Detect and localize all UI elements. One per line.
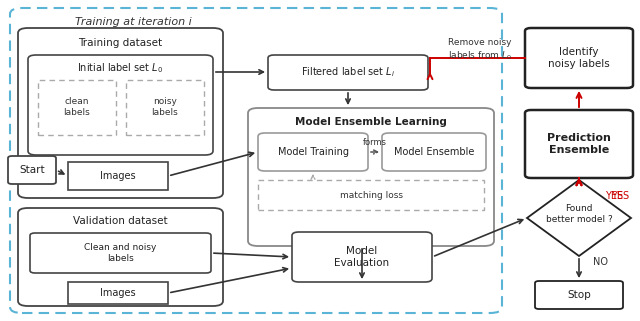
- FancyBboxPatch shape: [18, 208, 223, 306]
- Text: Found
better model ?: Found better model ?: [546, 204, 612, 224]
- FancyBboxPatch shape: [30, 233, 211, 273]
- Text: matching loss: matching loss: [339, 190, 403, 199]
- Text: forms: forms: [363, 138, 387, 148]
- Text: Model Training: Model Training: [278, 147, 349, 157]
- FancyBboxPatch shape: [292, 232, 432, 282]
- Text: Identify
noisy labels: Identify noisy labels: [548, 47, 610, 69]
- Bar: [68, 282, 168, 304]
- Text: Remove noisy
labels from $L_0$: Remove noisy labels from $L_0$: [448, 38, 512, 62]
- FancyBboxPatch shape: [258, 133, 368, 171]
- FancyBboxPatch shape: [382, 133, 486, 171]
- Text: Initial label set $L_0$: Initial label set $L_0$: [77, 61, 163, 75]
- Text: Model Ensemble Learning: Model Ensemble Learning: [295, 117, 447, 127]
- Text: Clean and noisy
labels: Clean and noisy labels: [84, 243, 156, 263]
- Text: Start: Start: [19, 165, 45, 175]
- FancyBboxPatch shape: [8, 156, 56, 184]
- Polygon shape: [527, 180, 631, 256]
- Text: YES: YES: [611, 191, 629, 201]
- FancyBboxPatch shape: [525, 110, 633, 178]
- Bar: [126, 80, 204, 135]
- Text: clean
labels: clean labels: [63, 97, 90, 117]
- FancyBboxPatch shape: [525, 28, 633, 88]
- Bar: [258, 180, 484, 210]
- FancyBboxPatch shape: [268, 55, 428, 90]
- Text: Filtered label set $L_i$: Filtered label set $L_i$: [301, 65, 395, 79]
- Text: Training at iteration i: Training at iteration i: [75, 17, 192, 27]
- Text: Training dataset: Training dataset: [78, 38, 162, 48]
- FancyBboxPatch shape: [28, 55, 213, 155]
- Text: Prediction
Ensemble: Prediction Ensemble: [547, 133, 611, 155]
- Bar: [38, 80, 116, 135]
- FancyBboxPatch shape: [535, 281, 623, 309]
- Text: Validation dataset: Validation dataset: [73, 216, 167, 226]
- Text: Model
Evaluation: Model Evaluation: [335, 246, 390, 268]
- Text: Images: Images: [100, 288, 136, 298]
- Text: Images: Images: [100, 171, 136, 181]
- Text: NO: NO: [593, 257, 607, 267]
- Text: noisy
labels: noisy labels: [152, 97, 179, 117]
- Text: Model Ensemble: Model Ensemble: [394, 147, 474, 157]
- Text: Stop: Stop: [567, 290, 591, 300]
- FancyBboxPatch shape: [18, 28, 223, 198]
- Text: YES: YES: [605, 191, 623, 201]
- FancyBboxPatch shape: [248, 108, 494, 246]
- Bar: [68, 162, 168, 190]
